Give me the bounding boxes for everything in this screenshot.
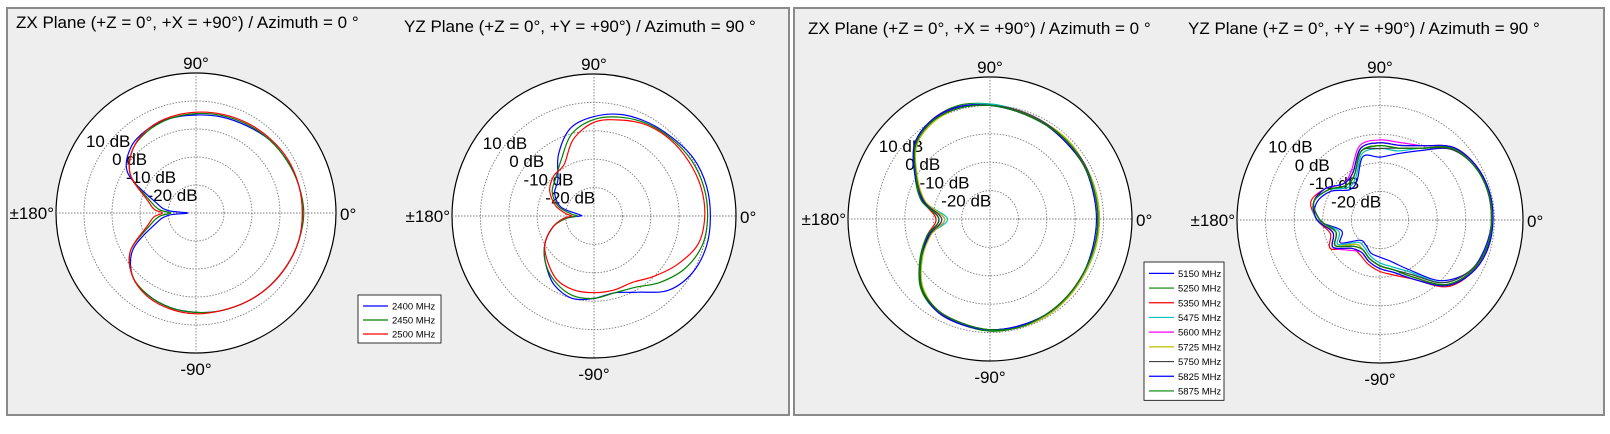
series-trace-2 <box>543 116 709 300</box>
angle-tick-label: ±180° <box>802 210 847 229</box>
polar-chart-4: YZ Plane (+Z = 0°, +Y = +90°) / Azimuth … <box>1188 19 1543 389</box>
radial-tick-label: 0 dB <box>509 152 544 171</box>
angle-tick-label: -90° <box>578 365 609 384</box>
legend-box <box>357 294 442 344</box>
grid-ring-1 <box>508 130 680 302</box>
legend-label: 5750 MHz <box>1178 357 1222 368</box>
radial-tick-label: -20 dB <box>148 186 198 205</box>
angle-tick-label: 90° <box>581 55 607 74</box>
polar-chart-1: ZX Plane (+Z = 0°, +X = +90°) / Azimuth … <box>10 13 359 379</box>
angle-tick-label: ±180° <box>406 207 451 226</box>
radial-tick-label: -20 dB <box>1331 193 1381 212</box>
angle-tick-label: -90° <box>180 360 211 379</box>
polar-chart-3: ZX Plane (+Z = 0°, +X = +90°) / Azimuth … <box>802 19 1225 401</box>
angle-tick-label: -90° <box>1364 370 1395 389</box>
grid-ring-2 <box>1322 162 1438 278</box>
radial-tick-label: -10 dB <box>126 168 176 187</box>
radial-tick-label: 10 dB <box>86 132 130 151</box>
grid-ring-3 <box>961 190 1019 248</box>
radial-tick-label: -10 dB <box>523 170 573 189</box>
legend-label: 5150 MHz <box>1178 269 1222 280</box>
series-trace-3 <box>544 119 706 294</box>
legend-label: 2400 MHz <box>392 302 436 313</box>
angle-tick-label: 0° <box>340 205 356 224</box>
chart-title: ZX Plane (+Z = 0°, +X = +90°) / Azimuth … <box>16 13 359 32</box>
radial-tick-label: 10 dB <box>483 134 527 153</box>
series-trace-1 <box>543 113 711 301</box>
legend-label: 2450 MHz <box>392 316 436 327</box>
angle-tick-label: 0° <box>1527 212 1543 231</box>
legend-label: 5475 MHz <box>1178 313 1222 324</box>
grid-ring-1 <box>904 133 1076 305</box>
legend-label: 5350 MHz <box>1178 298 1222 309</box>
legend-label: 2500 MHz <box>392 330 436 341</box>
radial-tick-label: 10 dB <box>879 137 923 156</box>
legend-label: 5725 MHz <box>1178 342 1222 353</box>
angle-tick-label: 90° <box>1367 58 1393 77</box>
radial-tick-label: 0 dB <box>1295 156 1330 175</box>
angle-tick-label: ±180° <box>10 204 55 223</box>
radial-tick-label: 10 dB <box>1268 137 1312 156</box>
legend-label: 5825 MHz <box>1178 372 1222 383</box>
charts-layer: ZX Plane (+Z = 0°, +X = +90°) / Azimuth … <box>10 13 1543 401</box>
legend-box <box>1143 261 1225 401</box>
chart-title: YZ Plane (+Z = 0°, +Y = +90°) / Azimuth … <box>1188 19 1540 38</box>
series-trace-9 <box>1312 144 1493 286</box>
radial-tick-label: -20 dB <box>941 192 991 211</box>
polar-chart-2: YZ Plane (+Z = 0°, +Y = +90°) / Azimuth … <box>357 17 756 384</box>
grid-ring-3 <box>565 187 623 245</box>
angle-tick-label: ±180° <box>1191 211 1236 230</box>
chart-title: YZ Plane (+Z = 0°, +Y = +90°) / Azimuth … <box>404 17 756 36</box>
series-trace-9 <box>913 104 1099 331</box>
series-trace-3 <box>128 111 303 315</box>
angle-tick-label: 0° <box>740 208 756 227</box>
chart-title: ZX Plane (+Z = 0°, +X = +90°) / Azimuth … <box>808 19 1151 38</box>
grid-ring-1 <box>111 128 281 298</box>
angle-tick-label: 90° <box>183 54 209 73</box>
legend-label: 5875 MHz <box>1178 386 1222 397</box>
grid-ring-0 <box>1265 105 1495 335</box>
series-trace-8 <box>1312 142 1494 287</box>
radial-tick-label: -10 dB <box>919 173 969 192</box>
legend-label: 5600 MHz <box>1178 328 1222 339</box>
angle-tick-label: 90° <box>977 58 1003 77</box>
radial-tick-label: 0 dB <box>905 155 940 174</box>
legend-label: 5250 MHz <box>1178 284 1222 295</box>
angle-tick-label: -90° <box>974 368 1005 387</box>
angle-tick-label: 0° <box>1136 211 1152 230</box>
